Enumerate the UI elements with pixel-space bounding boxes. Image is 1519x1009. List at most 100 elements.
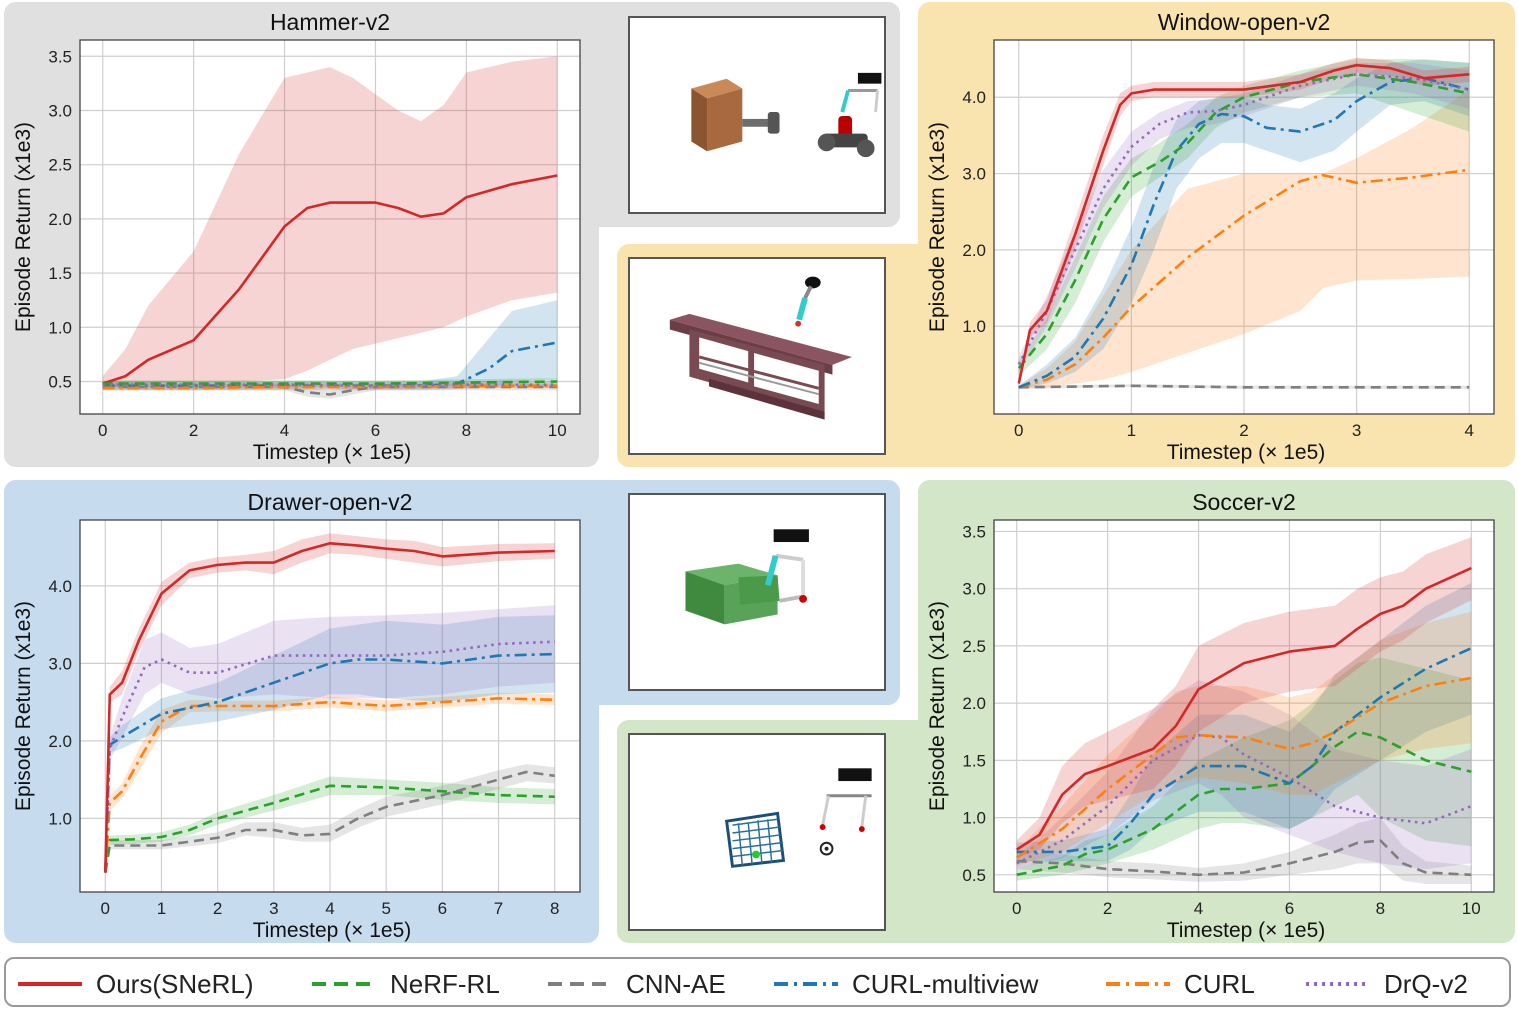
hammer-ytick-label: 3.5 bbox=[48, 47, 72, 66]
drawer-xtick-label: 4 bbox=[325, 899, 334, 918]
soccer-plot-area bbox=[994, 520, 1494, 892]
window-line-curlmv bbox=[1018, 76, 1470, 389]
drawer-xtick-label: 6 bbox=[438, 899, 447, 918]
window-band-curl bbox=[1018, 89, 1470, 389]
drawer-line-curlmv bbox=[104, 652, 555, 873]
soccer-ytick-label: 3.5 bbox=[962, 522, 986, 541]
hammer-chart: 0 2 4 6 8 10 0.5 1.0 1.5 2.0 2.5 3.0 3.5 Hammer-v2 Tim… bbox=[12, 9, 581, 464]
drawer-xtick-label: 0 bbox=[101, 899, 110, 918]
drawer-xtick-label: 8 bbox=[550, 899, 559, 918]
drawer-scene-image bbox=[628, 493, 886, 691]
hammer-ytick-label: 3.0 bbox=[48, 101, 72, 120]
window-ytick-label: 1.0 bbox=[962, 317, 986, 336]
legend-item-drq: DrQ-v2 bbox=[1306, 969, 1468, 999]
drawer-ytick-label: 2.0 bbox=[48, 732, 72, 751]
soccer-chart-title: Soccer-v2 bbox=[1192, 489, 1296, 515]
legend-label-ours: Ours(SNeRL) bbox=[96, 968, 254, 999]
window-ytick-label: 3.0 bbox=[962, 165, 986, 184]
drawer-xtick-label: 7 bbox=[494, 899, 503, 918]
hammer-line-nerf bbox=[102, 380, 558, 385]
soccer-line-drq bbox=[1016, 733, 1472, 865]
soccer-ytick-label: 1.0 bbox=[962, 809, 986, 828]
legend-swatch-cnn bbox=[548, 982, 612, 986]
drawer-xtick-label: 2 bbox=[213, 899, 222, 918]
hammer-ytick-label: 1.0 bbox=[48, 318, 72, 337]
drawer-ytick-label: 3.0 bbox=[48, 654, 72, 673]
hammer-xtick-label: 8 bbox=[462, 421, 471, 440]
hammer-xtick-label: 4 bbox=[280, 421, 289, 440]
soccer-xtick-label: 6 bbox=[1285, 899, 1294, 918]
drawer-line-curl bbox=[104, 697, 555, 873]
legend-label-curlmv: CURL-multiview bbox=[852, 968, 1039, 999]
legend-label-curl: CURL bbox=[1184, 968, 1255, 999]
soccer-xtick-label: 0 bbox=[1012, 899, 1021, 918]
legend-item-ours: Ours(SNeRL) bbox=[18, 969, 253, 999]
soccer-xtick-label: 4 bbox=[1194, 899, 1203, 918]
soccer-ytick-label: 1.5 bbox=[962, 751, 986, 770]
soccer-line-curlmv bbox=[1016, 647, 1472, 854]
window-line-cnn bbox=[1018, 384, 1470, 389]
window-xtick-label: 2 bbox=[1239, 421, 1248, 440]
hammer-line-ours bbox=[102, 174, 558, 385]
legend-label-nerf: NeRF-RL bbox=[390, 968, 500, 999]
drawer-chart-title: Drawer-open-v2 bbox=[248, 489, 413, 515]
hammer-xtick-label: 6 bbox=[371, 421, 380, 440]
hammer-plot-area bbox=[80, 40, 580, 414]
window-xtick-label: 4 bbox=[1464, 421, 1473, 440]
drawer-x-axis-label: Timestep (× 1e5) bbox=[253, 919, 412, 942]
soccer-y-axis-label: Episode Return (x1e3) bbox=[926, 601, 949, 811]
soccer-line-ours bbox=[1015, 566, 1472, 851]
drawer-xtick-label: 5 bbox=[381, 899, 390, 918]
soccer-axes-frame bbox=[993, 519, 1495, 893]
drawer-band-curlmv bbox=[105, 615, 555, 875]
window-axes-frame bbox=[993, 39, 1495, 415]
legend-label-drq: DrQ-v2 bbox=[1384, 968, 1468, 999]
window-scene-image bbox=[628, 257, 886, 455]
window-ytick-label: 4.0 bbox=[962, 88, 986, 107]
drawer-line-cnn bbox=[104, 770, 555, 873]
hammer-line-cnn bbox=[102, 385, 558, 396]
soccer-series-group bbox=[1015, 537, 1472, 884]
window-y-axis-label: Episode Return (x1e3) bbox=[926, 122, 949, 332]
soccer-xtick-label: 10 bbox=[1462, 899, 1481, 918]
legend-swatch-ours bbox=[18, 982, 82, 986]
window-series-group bbox=[1017, 57, 1470, 389]
soccer-band-cnn bbox=[1016, 817, 1472, 884]
drawer-y-axis-label: Episode Return (x1e3) bbox=[12, 601, 35, 811]
hammer-scene-image bbox=[628, 16, 886, 214]
soccer-line-nerf bbox=[1016, 730, 1472, 877]
hammer-axes-frame bbox=[79, 39, 581, 415]
window-ytick-label: 2.0 bbox=[962, 241, 986, 260]
soccer-ytick-label: 2.0 bbox=[962, 694, 986, 713]
drawer-series-group bbox=[104, 533, 555, 875]
window-line-drq bbox=[1017, 73, 1470, 366]
hammer-series-group bbox=[102, 56, 558, 399]
window-line-curl bbox=[1018, 168, 1470, 389]
hammer-xtick-label: 2 bbox=[189, 421, 198, 440]
soccer-line-cnn bbox=[1016, 839, 1472, 877]
legend-swatch-nerf bbox=[312, 982, 376, 986]
legend-item-curl: CURL bbox=[1106, 969, 1255, 999]
legend-swatch-drq bbox=[1306, 982, 1370, 986]
drawer-axes-frame bbox=[79, 519, 581, 893]
legend-swatch-curlmv bbox=[774, 982, 838, 986]
window-chart-title: Window-open-v2 bbox=[1158, 9, 1331, 35]
window-band-drq bbox=[1018, 62, 1470, 373]
drawer-band-drq bbox=[105, 605, 555, 875]
hammer-ytick-label: 1.5 bbox=[48, 264, 72, 283]
drawer-xtick-label: 3 bbox=[269, 899, 278, 918]
hammer-xtick-label: 0 bbox=[98, 421, 107, 440]
window-open-chart: 0 1 2 3 4 1.0 2.0 3.0 4.0 Window-open-v2 Timestep … bbox=[926, 9, 1495, 464]
hammer-x-axis-label: Timestep (× 1e5) bbox=[253, 441, 412, 464]
legend-swatch-curl bbox=[1106, 982, 1170, 986]
soccer-ytick-label: 2.5 bbox=[962, 637, 986, 656]
hammer-ytick-label: 2.5 bbox=[48, 156, 72, 175]
hammer-chart-title: Hammer-v2 bbox=[270, 9, 390, 35]
window-x-axis-label: Timestep (× 1e5) bbox=[1167, 441, 1326, 464]
soccer-xtick-label: 2 bbox=[1103, 899, 1112, 918]
legend: Ours(SNeRL) NeRF-RL CNN-AE CURL-multivie… bbox=[4, 957, 1511, 1007]
hammer-y-axis-label: Episode Return (x1e3) bbox=[12, 122, 35, 332]
legend-label-cnn: CNN-AE bbox=[626, 968, 726, 999]
soccer-scene-image bbox=[628, 733, 886, 931]
